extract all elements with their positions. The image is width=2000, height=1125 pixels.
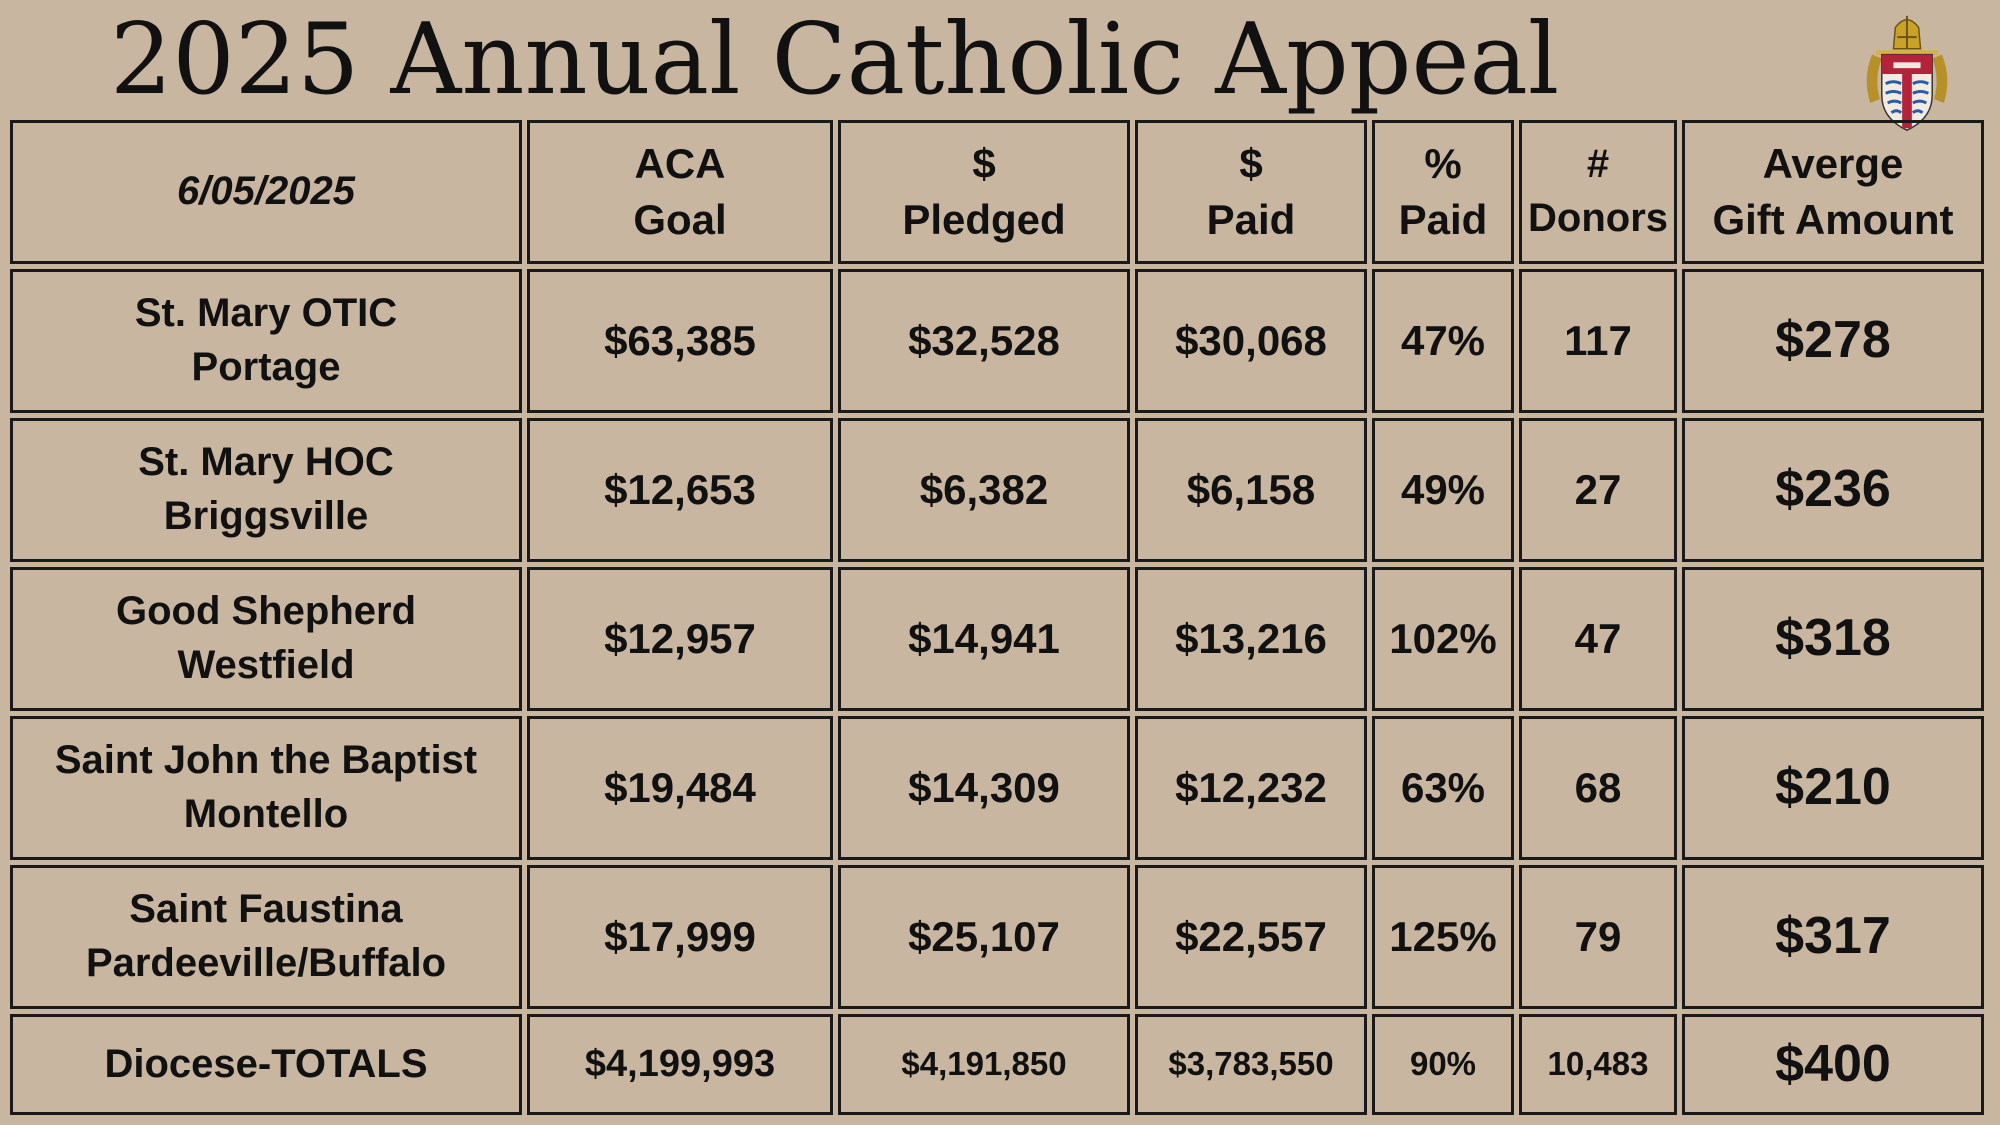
parish-location: Briggsville <box>163 494 369 538</box>
table-row-2-pledged: $6,382 <box>838 418 1130 562</box>
table-row-4-donors: 68 <box>1519 716 1677 860</box>
header-donors: # Donors <box>1519 120 1677 264</box>
parish-name: Good Shepherd <box>116 589 416 634</box>
header-aca-goal-line2: Goal <box>633 196 727 243</box>
header-average-gift-line2: Gift Amount <box>1712 196 1954 243</box>
table-row-1-donors: 117 <box>1519 269 1677 413</box>
header-percent-paid-line2: Paid <box>1398 196 1488 243</box>
parish-name: St. Mary HOC <box>138 440 394 485</box>
header-average-gift: Averge Gift Amount <box>1682 120 1984 264</box>
parish-location: Montello <box>183 792 349 836</box>
header-percent-paid-line1: % <box>1424 139 1462 187</box>
page-title: 2025 Annual Catholic Appeal <box>110 3 1560 117</box>
table-row-5-percent: 125% <box>1372 865 1514 1009</box>
table-row-5-donors: 79 <box>1519 865 1677 1009</box>
header-pledged-line2: Pledged <box>902 196 1066 243</box>
table-row-2-goal: $12,653 <box>527 418 833 562</box>
totals-donors: 10,483 <box>1519 1014 1677 1115</box>
table-row-1-parish: St. Mary OTIC Portage <box>10 269 522 413</box>
header-paid-line2: Paid <box>1206 196 1296 243</box>
parish-name: St. Mary OTIC <box>134 291 398 336</box>
date-header-cell: 6/05/2025 <box>10 120 522 264</box>
header-donors-line2: Donors <box>1528 196 1668 240</box>
table-row-1-goal: $63,385 <box>527 269 833 413</box>
header-pledged: $ Pledged <box>838 120 1130 264</box>
diocese-coat-of-arms-icon <box>1866 15 1948 131</box>
table-row-1-average: $278 <box>1682 269 1984 413</box>
table-row-4-pledged: $14,309 <box>838 716 1130 860</box>
table-row-4-average: $210 <box>1682 716 1984 860</box>
header-pledged-line1: $ <box>972 139 996 187</box>
table-row-4-paid: $12,232 <box>1135 716 1367 860</box>
table-row-5-pledged: $25,107 <box>838 865 1130 1009</box>
table-row-3-average: $318 <box>1682 567 1984 711</box>
header-paid: $ Paid <box>1135 120 1367 264</box>
table-row-5-paid: $22,557 <box>1135 865 1367 1009</box>
totals-percent: 90% <box>1372 1014 1514 1115</box>
table-row-5-goal: $17,999 <box>527 865 833 1009</box>
parish-location: Portage <box>191 345 341 389</box>
table-row-3-paid: $13,216 <box>1135 567 1367 711</box>
table-row-3-pledged: $14,941 <box>838 567 1130 711</box>
table-row-1-pledged: $32,528 <box>838 269 1130 413</box>
totals-goal: $4,199,993 <box>527 1014 833 1115</box>
table-row-3-percent: 102% <box>1372 567 1514 711</box>
header-percent-paid: % Paid <box>1372 120 1514 264</box>
table-row-1-paid: $30,068 <box>1135 269 1367 413</box>
header-average-gift-line1: Averge <box>1762 139 1904 187</box>
table-row-4-goal: $19,484 <box>527 716 833 860</box>
table-row-5-parish: Saint Faustina Pardeeville/Buffalo <box>10 865 522 1009</box>
totals-paid: $3,783,550 <box>1135 1014 1367 1115</box>
totals-label: Diocese-TOTALS <box>10 1014 522 1115</box>
table-row-3-donors: 47 <box>1519 567 1677 711</box>
parish-location: Westfield <box>177 643 355 687</box>
table-row-4-parish: Saint John the Baptist Montello <box>10 716 522 860</box>
totals-average: $400 <box>1682 1014 1984 1115</box>
header-aca-goal: ACA Goal <box>527 120 833 264</box>
parish-name: Saint Faustina <box>129 887 403 932</box>
table-row-2-paid: $6,158 <box>1135 418 1367 562</box>
parish-location: Pardeeville/Buffalo <box>85 941 447 985</box>
table-row-2-percent: 49% <box>1372 418 1514 562</box>
table-row-3-parish: Good Shepherd Westfield <box>10 567 522 711</box>
table-row-2-average: $236 <box>1682 418 1984 562</box>
header-paid-line1: $ <box>1239 139 1263 187</box>
totals-pledged: $4,191,850 <box>838 1014 1130 1115</box>
table-row-3-goal: $12,957 <box>527 567 833 711</box>
header-donors-line1: # <box>1586 142 1610 187</box>
header-aca-goal-line1: ACA <box>634 139 726 187</box>
table-row-2-parish: St. Mary HOC Briggsville <box>10 418 522 562</box>
table-row-5-average: $317 <box>1682 865 1984 1009</box>
table-row-4-percent: 63% <box>1372 716 1514 860</box>
parish-name: Saint John the Baptist <box>54 738 478 783</box>
table-row-1-percent: 47% <box>1372 269 1514 413</box>
table-row-2-donors: 27 <box>1519 418 1677 562</box>
